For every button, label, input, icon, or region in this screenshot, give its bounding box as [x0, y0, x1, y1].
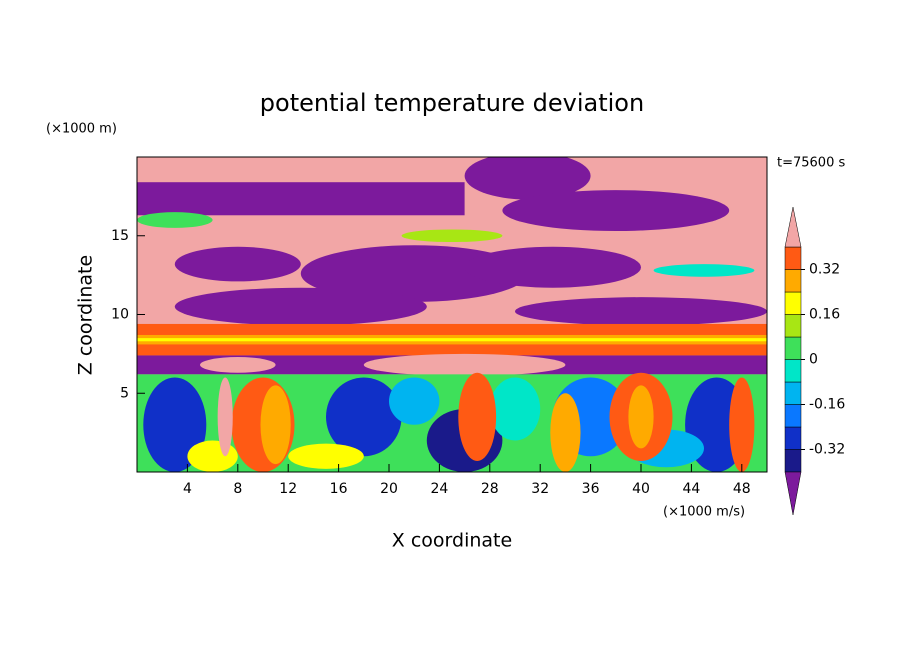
x-tick-label: 36: [582, 481, 600, 497]
x-tick-label: 44: [682, 481, 700, 497]
contour-region: [137, 212, 213, 228]
colorbar-box: [784, 449, 802, 473]
colorbar-box: [784, 269, 802, 293]
y-tick-label: 10: [111, 307, 129, 323]
x-tick-label: 20: [380, 481, 398, 497]
contour-region: [464, 157, 591, 200]
contour-region: [326, 377, 402, 457]
contour-region: [260, 385, 291, 465]
colorbar-extend-high: [784, 206, 802, 248]
time-label: t=75600 s: [777, 156, 845, 171]
colorbar-box: [784, 291, 802, 315]
x-tick-label: 4: [183, 481, 192, 497]
colorbar-tick-label: 0: [809, 352, 818, 368]
colorbar-tick-label: 0.16: [809, 307, 840, 323]
contour-region: [137, 182, 465, 216]
x-tick-label: 16: [330, 481, 348, 497]
y-axis-label: Z coordinate: [75, 255, 97, 375]
x-tick-label: 32: [531, 481, 549, 497]
contour-region: [174, 287, 427, 326]
contour-region: [288, 443, 364, 469]
contour-region: [389, 377, 440, 425]
contour-region: [628, 385, 654, 449]
contour-region: [550, 393, 581, 472]
x-axis-label: X coordinate: [392, 530, 512, 552]
colorbar-tick-label: 0.32: [809, 262, 840, 278]
contour-region: [137, 338, 767, 342]
x-tick-label: 48: [733, 481, 751, 497]
contour-region: [217, 377, 233, 457]
colorbar-box: [784, 246, 802, 270]
x-unit: (×1000 m/s): [663, 505, 745, 520]
x-tick-label: 12: [279, 481, 297, 497]
colorbar-tick-label: -0.16: [809, 397, 845, 413]
colorbar-extend-low: [784, 471, 802, 516]
colorbar-box: [784, 336, 802, 360]
x-tick-label: 40: [632, 481, 650, 497]
contour-region: [174, 246, 301, 282]
contour-region: [489, 377, 541, 441]
x-tick-label: 24: [430, 481, 448, 497]
y-unit: (×1000 m): [46, 122, 117, 137]
contour-region: [401, 229, 503, 243]
contour-region: [458, 372, 497, 461]
contour-region: [300, 245, 528, 302]
colorbar-box: [784, 314, 802, 338]
colorbar-box: [784, 381, 802, 405]
chart-title: potential temperature deviation: [260, 89, 644, 117]
contour-region: [143, 377, 207, 472]
colorbar-tick-label: -0.32: [809, 442, 845, 458]
x-tick-label: 8: [233, 481, 242, 497]
contour-region: [515, 297, 767, 326]
contour-region: [464, 246, 641, 288]
contour-region: [502, 190, 730, 232]
colorbar-box: [784, 359, 802, 383]
colorbar-box: [784, 404, 802, 428]
contour-field: [137, 157, 767, 472]
y-tick-label: 15: [111, 228, 129, 244]
contour-region: [653, 264, 755, 277]
y-tick-label: 5: [120, 385, 129, 401]
colorbar-box: [784, 426, 802, 450]
contour-region: [363, 353, 566, 376]
x-tick-label: 28: [481, 481, 499, 497]
contour-region: [729, 377, 755, 472]
contour-region: [200, 357, 276, 373]
